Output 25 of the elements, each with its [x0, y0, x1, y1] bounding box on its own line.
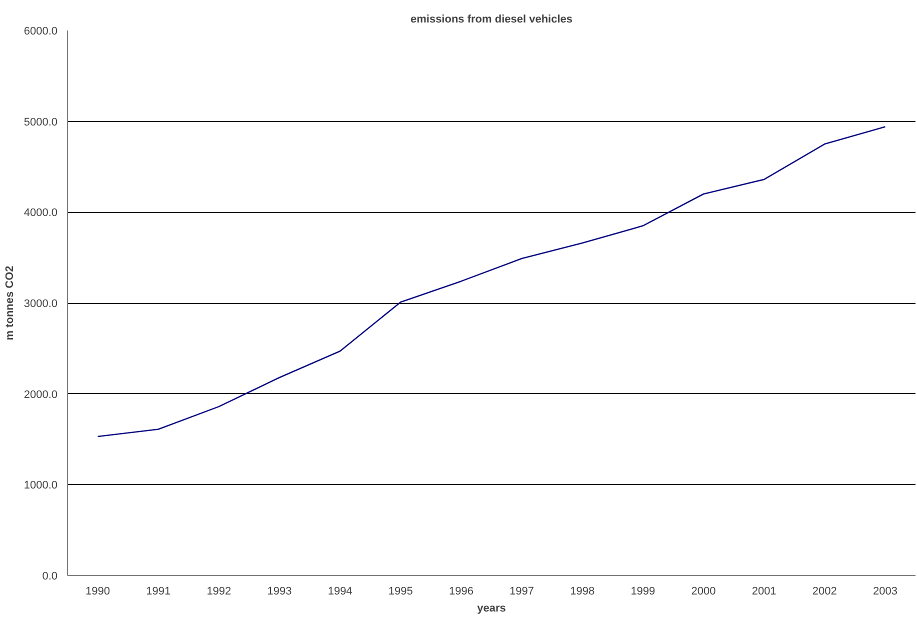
y-tick-label: 0.0 — [42, 570, 58, 582]
y-tick-label: 2000.0 — [24, 388, 58, 401]
x-tick-label: 1997 — [510, 586, 534, 598]
x-tick-label: 1998 — [570, 586, 595, 598]
y-tick-label: 3000.0 — [24, 298, 58, 310]
x-tick-label: 2003 — [872, 586, 898, 598]
x-tick-label: 1996 — [448, 586, 474, 598]
y-tick-label: 4000.0 — [24, 207, 58, 220]
x-tick-label: 1995 — [388, 586, 413, 598]
chart-title: emissions from diesel vehicles — [410, 14, 573, 26]
x-tick-label: 1992 — [206, 586, 232, 598]
y-tick-label: 5000.0 — [24, 116, 58, 128]
x-tick-label: 1999 — [630, 586, 656, 598]
x-axis-title: years — [477, 602, 506, 614]
x-tick-label: 1994 — [328, 586, 352, 598]
y-tick-label: 6000.0 — [24, 26, 58, 38]
y-axis-title: m tonnes CO2 — [4, 266, 16, 340]
x-tick-label: 1991 — [146, 586, 171, 598]
x-tick-label: 2001 — [752, 586, 776, 598]
x-tick-label: 1990 — [86, 586, 110, 598]
line-series — [97, 126, 886, 438]
x-tick-label: 2000 — [691, 586, 716, 598]
y-tick-label: 1000.0 — [24, 480, 58, 492]
x-tick-label: 2002 — [812, 586, 837, 598]
x-tick-label: 1993 — [267, 586, 292, 598]
